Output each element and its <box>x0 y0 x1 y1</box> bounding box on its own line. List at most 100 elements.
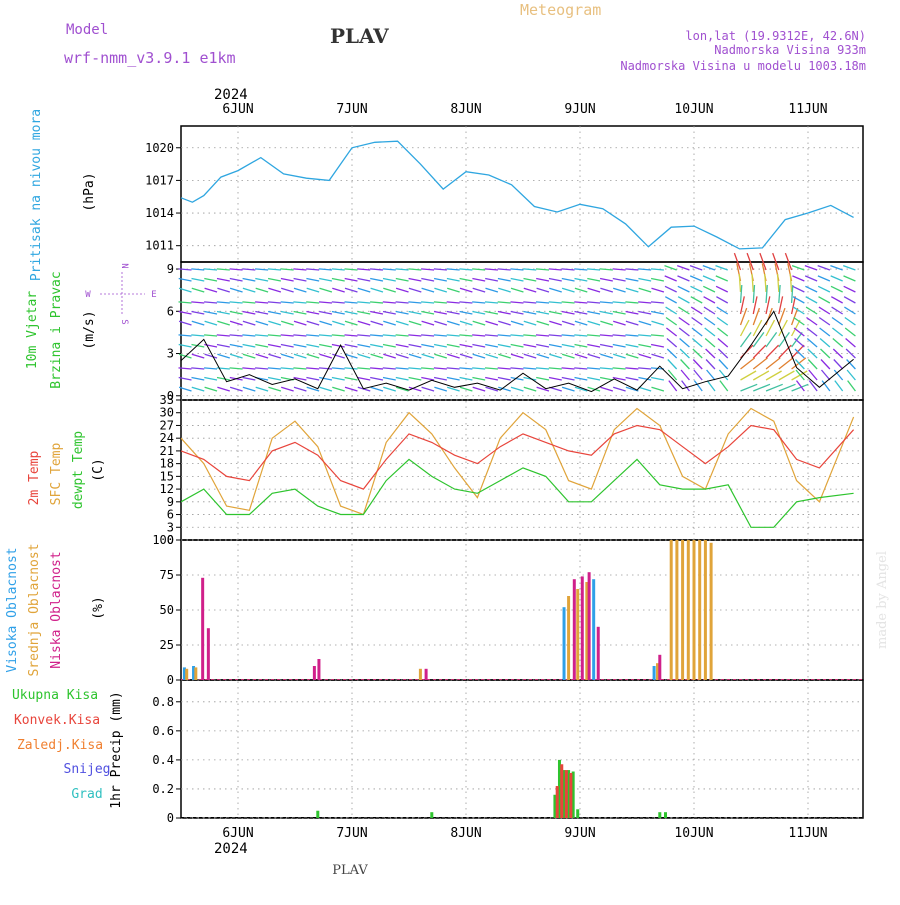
top-day-label: 7JUN <box>336 102 367 117</box>
wind-vector <box>497 301 511 304</box>
wind-vector <box>191 376 205 381</box>
wind-vector <box>268 287 282 293</box>
wind-vector <box>459 334 473 337</box>
wind-vector <box>706 369 716 381</box>
wind-vector <box>485 376 499 381</box>
wind-vector <box>370 268 384 271</box>
wind-vector <box>536 310 550 315</box>
wind-vector <box>242 301 256 304</box>
wind-vector <box>217 320 230 326</box>
pressure-series-line <box>180 140 854 250</box>
precip-bar <box>555 786 559 818</box>
compass-south: S <box>119 319 129 324</box>
wind-vector <box>752 284 756 304</box>
wind-vector <box>792 285 805 293</box>
wind-vector <box>447 353 460 359</box>
wind-vector <box>382 301 396 304</box>
wind-vector <box>497 367 511 370</box>
wind-vector <box>178 277 192 282</box>
wind-vector <box>752 307 761 326</box>
wind-vector <box>216 268 230 271</box>
wind-vector <box>548 310 562 315</box>
y-tick-label: 27 <box>160 418 174 432</box>
wind-vector <box>446 268 460 271</box>
wind-vector <box>778 383 796 392</box>
panel-frame-t <box>180 399 864 541</box>
wind-vector <box>498 386 511 392</box>
wind-vector <box>216 301 230 304</box>
wind-vector <box>344 268 358 271</box>
wind-vector <box>191 301 205 304</box>
wind-vector <box>845 338 856 348</box>
wind-vector <box>765 357 781 370</box>
wind-vector <box>612 376 626 381</box>
wind-vector <box>752 332 765 348</box>
sfc-temp-line <box>180 407 855 516</box>
wind-vector <box>599 334 613 337</box>
wind-vector <box>561 268 575 271</box>
wind-vector <box>408 334 422 337</box>
bottom-day-label: 11JUN <box>788 826 827 841</box>
wind-vector <box>587 310 601 315</box>
wind-vector <box>765 284 768 304</box>
cloud-bar <box>424 668 428 680</box>
wind-vector <box>792 306 805 315</box>
wind-vector <box>666 348 678 359</box>
wind-vector <box>459 310 473 315</box>
wind-vector <box>280 301 294 304</box>
y-tick-label: 3 <box>167 347 174 361</box>
wind-vector <box>830 285 843 293</box>
wind-vector <box>344 353 358 359</box>
pressure-y-ticks: 1011 1014 1017 1020 <box>145 141 181 253</box>
wind-vector <box>447 287 460 293</box>
wind-vector <box>832 327 844 337</box>
wind-vector <box>612 343 626 348</box>
wind-vector <box>833 359 844 370</box>
lonlat-text: lon,lat (19.9312E, 42.6N) <box>685 29 866 43</box>
wind-vector <box>561 334 575 337</box>
wind-vector <box>819 338 831 348</box>
precip-bar <box>569 772 573 818</box>
wind-vector <box>204 268 218 271</box>
wind-speed-line <box>180 310 854 393</box>
wind-vector <box>689 275 703 282</box>
wind-vector <box>370 320 384 326</box>
wind-vector <box>510 353 524 359</box>
wind-vector <box>638 287 652 293</box>
wind-vector <box>702 275 716 282</box>
y-tick-label: 21 <box>160 444 174 458</box>
wind-vector <box>331 343 345 348</box>
wind-vector <box>255 287 269 293</box>
wind-vector <box>485 277 499 282</box>
y-tick-label: 1017 <box>145 173 174 187</box>
wind-vector <box>434 287 448 293</box>
wind-vector <box>625 268 639 271</box>
wind-vector <box>293 320 307 326</box>
wind-vector <box>204 287 218 293</box>
y-tick-label: 100 <box>152 533 174 547</box>
wind-vector <box>446 343 460 348</box>
wind-vector <box>318 301 332 304</box>
wind-vector <box>574 334 588 337</box>
wind-vector <box>382 376 396 381</box>
wind-vector <box>739 319 750 337</box>
wind-vector <box>738 273 742 293</box>
wind-vector <box>344 287 358 293</box>
bottom-day-label: 7JUN <box>336 826 367 841</box>
y-tick-label: 6 <box>167 304 174 318</box>
wind-vector <box>523 277 537 282</box>
gridlines <box>181 126 863 819</box>
top-day-label: 10JUN <box>674 102 713 117</box>
precip-bar <box>564 770 568 818</box>
wind-vector <box>433 310 447 315</box>
precip-bar <box>664 812 667 818</box>
cloud-bar <box>201 577 205 680</box>
wind-vector <box>357 277 371 282</box>
wind-vector <box>778 357 794 370</box>
wind-vector <box>664 264 677 271</box>
wind-vector <box>587 343 601 348</box>
wind-vector <box>677 285 690 293</box>
y-tick-label: 6 <box>167 508 174 522</box>
cloud-bars <box>182 540 713 680</box>
